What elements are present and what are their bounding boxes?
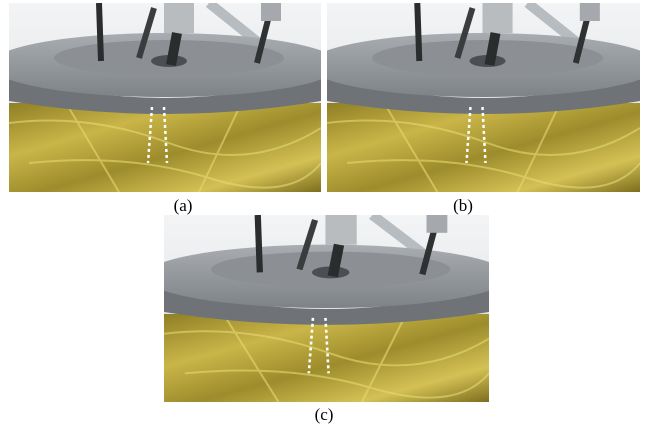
panel-label: (c)	[315, 405, 334, 424]
panel-label: (b)	[453, 196, 473, 215]
panel-label: (a)	[174, 196, 193, 215]
photo-b	[308, 3, 648, 192]
figure: (a) (b) (c)	[0, 0, 648, 425]
photo-a	[0, 3, 340, 192]
page: (a) (b) (c) (() => { const data = JSON.p…	[0, 0, 648, 425]
photo-c	[144, 215, 509, 402]
